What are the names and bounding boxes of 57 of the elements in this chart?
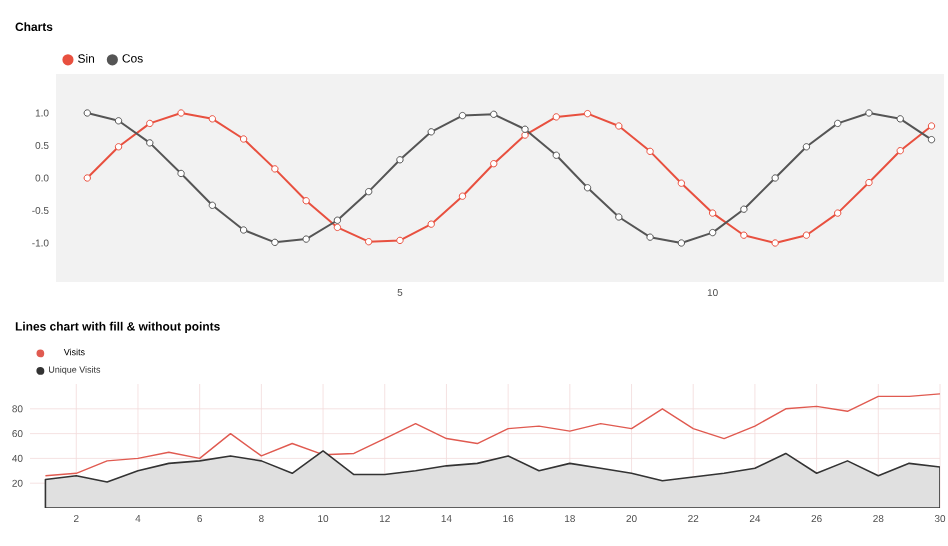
point <box>146 139 154 147</box>
point <box>677 179 686 187</box>
point <box>271 165 279 173</box>
point <box>771 239 779 247</box>
point <box>740 231 748 239</box>
point <box>490 160 498 168</box>
point <box>834 209 842 217</box>
point <box>302 197 310 205</box>
point <box>802 143 811 151</box>
point <box>771 174 779 182</box>
point <box>208 115 217 123</box>
point <box>146 119 154 128</box>
point <box>583 184 592 192</box>
point <box>396 156 404 164</box>
point <box>239 226 248 234</box>
point <box>927 122 936 130</box>
point <box>615 122 623 130</box>
point <box>490 110 498 118</box>
point <box>896 147 904 155</box>
point <box>239 135 248 143</box>
point <box>271 238 279 247</box>
point <box>865 109 873 117</box>
point <box>521 125 529 133</box>
point <box>177 169 185 178</box>
point <box>708 228 717 237</box>
point <box>114 117 123 125</box>
point <box>646 233 654 241</box>
point <box>114 143 123 151</box>
point <box>552 151 560 159</box>
point <box>740 205 748 213</box>
point <box>458 111 467 120</box>
point <box>83 109 91 117</box>
point <box>364 187 373 196</box>
point <box>364 238 373 246</box>
point <box>427 128 435 136</box>
point <box>646 147 654 156</box>
point <box>396 236 404 245</box>
point <box>333 216 342 224</box>
point <box>83 174 91 182</box>
point <box>521 131 529 139</box>
point <box>177 109 185 117</box>
point <box>427 220 435 228</box>
point <box>802 231 811 239</box>
point <box>708 209 717 217</box>
point <box>896 115 904 123</box>
point <box>865 178 873 187</box>
point <box>927 135 936 144</box>
point <box>552 113 560 121</box>
point <box>333 223 342 232</box>
point <box>458 192 467 200</box>
point <box>583 109 592 118</box>
point <box>208 201 217 209</box>
point <box>834 119 842 128</box>
point <box>302 235 310 243</box>
line-series <box>44 393 941 477</box>
point <box>615 213 623 221</box>
point <box>677 239 686 247</box>
